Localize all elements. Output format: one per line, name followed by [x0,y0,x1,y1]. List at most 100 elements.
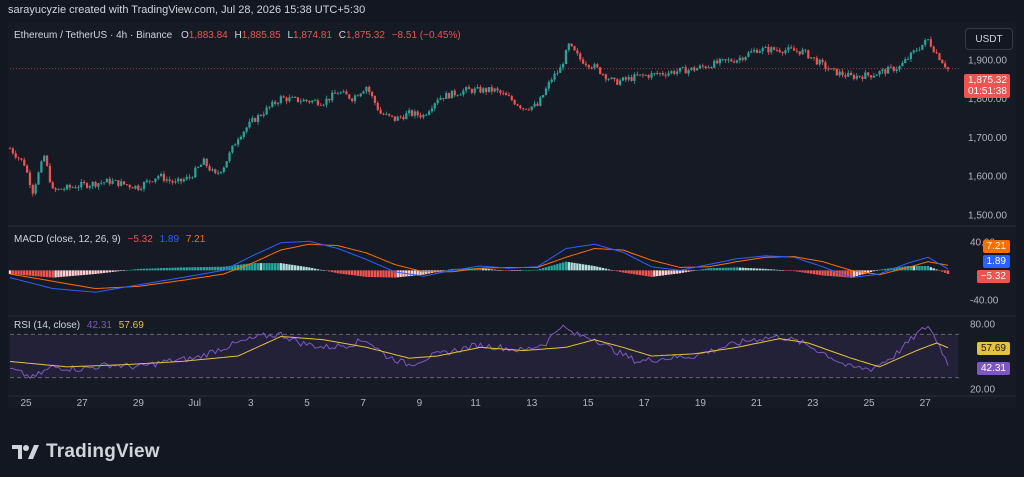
macd-histogram-bar [125,270,129,271]
macd-histogram-bar [105,270,109,273]
macd-histogram-bar [598,267,602,271]
candle-body [482,88,485,93]
macd-histogram-bar [390,270,394,278]
candle-body [245,127,248,132]
candle-body [918,49,921,51]
rsi-legend: RSI (14, close) 42.31 57.69 [14,320,144,331]
macd-histogram-bar [710,268,713,271]
candle-body [365,86,368,92]
candle-body [801,49,804,55]
candle-body [815,57,818,65]
candle-body [74,187,77,189]
tradingview-logo[interactable]: TradingView [12,441,160,463]
macd-histogram-bar [236,264,240,271]
candle-body [228,152,231,162]
candle-body [456,95,459,97]
last-price-box: 1,875.32 01:51:38 [964,74,1010,98]
macd-histogram-bar [285,263,288,271]
candle-body [345,91,348,95]
macd-histogram-bar [302,266,305,271]
macd-histogram-bar [795,270,799,272]
macd-histogram-bar [476,268,479,271]
candle-body [40,161,43,173]
candle-body [926,39,930,41]
macd-histogram-bar [906,266,910,271]
candle-body [858,75,861,77]
macd-histogram-bar [14,270,17,275]
macd-histogram-bar [655,270,659,277]
macd-histogram-bar [348,270,351,275]
candle-body [333,92,337,94]
macd-histogram-bar [504,270,508,271]
macd-histogram-bar [308,267,311,271]
price-axis-tick: 1,700.00 [968,133,1007,144]
candle-body [664,74,667,76]
macd-histogram-bar [139,268,143,271]
chart-area[interactable]: 1,900.00 1,800.00 1,700.00 1,600.00 1,500.00… [8,22,1016,408]
macd-histogram-bar [356,270,360,276]
macd-histogram-bar [25,270,29,276]
macd-histogram-bar [291,264,294,271]
macd-histogram-bar [253,263,257,271]
candle-body [641,74,645,76]
macd-histogram-bar [670,270,673,275]
candle-body [256,115,260,122]
candle-body [77,187,80,189]
candle-body [148,180,151,182]
candle-body [353,95,357,102]
candle-body [812,57,816,59]
brand-name: TradingView [46,441,160,462]
macd-histogram-bar [157,268,160,271]
macd-histogram-bar [752,268,756,271]
macd-histogram-bar [350,270,354,276]
macd-histogram-bar [336,270,340,274]
candle-body [909,52,913,60]
candle-body [205,158,208,167]
macd-histogram-bar [379,270,382,278]
candle-body [45,155,49,166]
candle-body [17,157,20,159]
currency-button[interactable]: USDT [965,28,1013,50]
candle-body [274,101,277,104]
candle-body [308,100,311,103]
macd-histogram-bar [387,270,391,278]
candle-body [619,80,622,85]
candle-body [68,184,71,188]
candle-body [513,100,516,105]
candle-body [741,57,744,60]
time-axis-tick: 27 [77,398,89,408]
candle-body [231,145,234,153]
candle-body [658,73,662,74]
macd-histogram-bar [827,270,830,276]
macd-histogram-bar [923,266,927,271]
candle-body [895,69,898,72]
macd-histogram-bar [94,270,97,274]
candle-body [884,69,887,74]
close-label: C [338,30,346,41]
candle-body [194,167,197,178]
candle-body [770,47,773,53]
candle-body [562,64,565,68]
macd-histogram-bar [855,270,858,277]
rsi-band-fill [10,334,958,378]
candle-body [182,179,186,182]
macd-histogram-bar [111,270,114,272]
macd-histogram-bar [330,270,334,273]
macd-histogram-bar [154,268,157,271]
candle-body [328,98,331,101]
macd-histogram-bar [750,268,753,271]
macd-histogram-bar [185,267,188,271]
macd-histogram-bar [815,270,819,275]
candle-body [946,67,950,69]
macd-histogram-bar [898,267,901,271]
candle-body [644,75,647,76]
macd-histogram-bar [464,268,468,271]
candle-body [676,71,679,74]
macd-histogram-bar [148,268,151,271]
candle-body [442,97,445,100]
macd-histogram-bar [829,270,833,277]
candle-body [339,92,342,94]
chart-canvas[interactable]: 1,900.00 1,800.00 1,700.00 1,600.00 1,500.00… [8,22,1016,408]
candle-body [63,189,66,191]
candle-body [23,159,26,166]
